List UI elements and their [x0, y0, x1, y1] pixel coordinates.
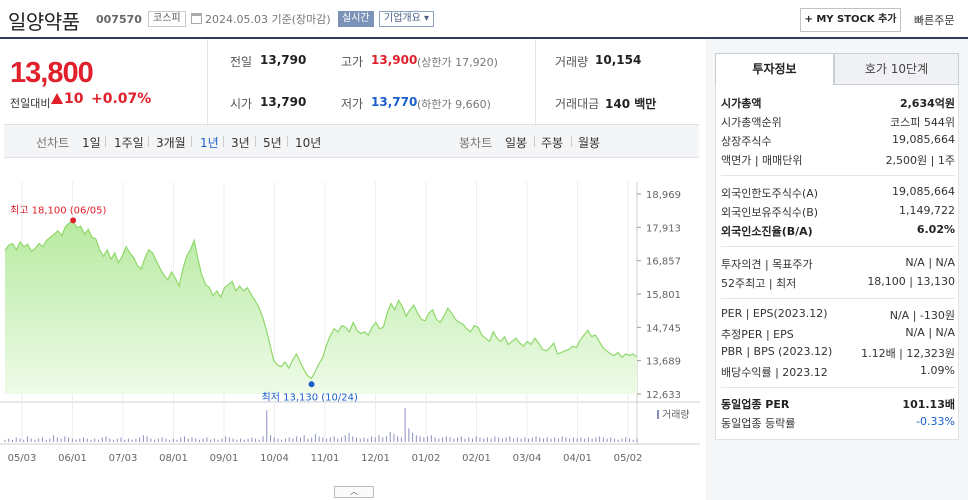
open-value: 13,790	[260, 95, 307, 109]
open-label: 시가	[230, 97, 253, 111]
chart-collapse-button[interactable]: ︿	[334, 486, 374, 498]
info-row: 상장주식수 19,085,664	[721, 133, 955, 148]
candle-chart-label: 봉차트	[459, 136, 493, 150]
tab-1d[interactable]: 1일	[82, 136, 101, 150]
info-row: 외국인한도주식수(A) 19,085,664	[721, 185, 955, 200]
header-divider	[0, 37, 968, 39]
x-tick-label: 02/01	[462, 453, 491, 464]
line-chart-label: 선차트	[36, 136, 70, 150]
x-tick-label: 04/01	[563, 453, 592, 464]
volume-label: 거래량	[662, 409, 690, 421]
info-row: 외국인보유주식수(B) 1,149,722	[721, 204, 955, 219]
change-label: 전일대비	[10, 97, 51, 110]
price-summary: 13,800 전일대비 10 +0.07% 전일 13,790 시가 13,79…	[0, 39, 700, 124]
add-mystock-button[interactable]: + MY STOCK 추가	[800, 8, 901, 32]
price-line	[4, 220, 638, 380]
price-chart[interactable]: 18,969 17,913 16,857 15,801 14,745 13,689 12,6…	[0, 182, 700, 486]
info-row: 액면가 | 매매단위 2,500원 | 1주	[721, 154, 955, 167]
y-tick-label: 17,913	[646, 223, 681, 234]
prev-label: 전일	[230, 55, 253, 69]
y-tick-label: 18,969	[646, 190, 681, 201]
tab-1y[interactable]: 1년	[200, 136, 219, 150]
tab-5y[interactable]: 5년	[263, 136, 282, 150]
low-label: 저가	[341, 97, 364, 111]
chart-period-tabs: 선차트 1일 1주일 3개월 1년 3년 5년 10년 봉차트 일봉 주봉 월봉	[4, 124, 699, 158]
price-area	[5, 221, 637, 394]
amount-value: 140 백만	[605, 97, 657, 111]
info-row: 배당수익률 | 2023.12 1.09%	[721, 364, 955, 379]
info-row: 외국인소진율(B/A) 6.02%	[721, 223, 955, 238]
tab-monthly[interactable]: 월봉	[578, 136, 601, 150]
x-tick-label: 09/01	[210, 453, 239, 464]
tab-3y[interactable]: 3년	[231, 136, 250, 150]
tab-3m[interactable]: 3개월	[156, 136, 186, 150]
y-tick-label: 16,857	[646, 257, 681, 268]
lower-limit: (하한가 9,660)	[417, 98, 491, 111]
x-tick-label: 07/03	[109, 453, 138, 464]
live-badge[interactable]: 실시간	[338, 11, 374, 27]
upper-limit: (상한가 17,920)	[417, 56, 498, 69]
x-tick-label: 12/01	[361, 453, 390, 464]
high-marker	[70, 217, 77, 224]
info-row: PER | EPS(2023.12) N/A | -130원	[721, 307, 955, 322]
x-tick-label: 10/04	[260, 453, 289, 464]
tab-order-book[interactable]: 호가 10단계	[834, 53, 959, 85]
tab-daily[interactable]: 일봉	[505, 136, 528, 150]
quick-order-button[interactable]: 빠른주문	[914, 14, 955, 27]
x-tick-label: 08/01	[159, 453, 188, 464]
up-arrow-icon	[51, 93, 63, 104]
calendar-icon	[191, 13, 202, 24]
stock-code: 007570	[96, 13, 142, 26]
tab-1w[interactable]: 1주일	[114, 136, 144, 150]
low-label: 최저 13,130 (10/24)	[262, 391, 358, 403]
company-overview-button[interactable]: 기업개요 ▾	[379, 11, 434, 27]
change-value: 10	[64, 91, 84, 107]
change-percent: +0.07%	[91, 91, 152, 107]
date-text: 2024.05.03 기준(장마감)	[205, 13, 331, 26]
divider	[535, 39, 536, 124]
prev-value: 13,790	[260, 53, 307, 67]
high-label: 고가	[341, 55, 364, 69]
info-row: PBR | BPS (2023.12) 1.12배 | 12,323원	[721, 345, 955, 360]
info-row: 추정PER | EPS N/A | N/A	[721, 326, 955, 341]
y-tick-label: 13,689	[646, 357, 681, 368]
volume-value: 10,154	[595, 53, 642, 67]
info-row[interactable]: 동일업종 등락률 -0.33%	[721, 415, 955, 430]
current-price: 13,800	[10, 57, 94, 89]
x-tick-label: 01/02	[412, 453, 441, 464]
high-value: 13,900	[371, 53, 418, 67]
info-row: 시가총액순위 코스피 544위	[721, 116, 955, 129]
low-value: 13,770	[371, 95, 418, 109]
stock-name: 일양약품	[8, 10, 80, 34]
info-table: 시가총액 2,634억원 시가총액순위 코스피 544위 상장주식수 19,085,6…	[715, 85, 959, 440]
info-row: 시가총액 2,634억원	[721, 97, 955, 110]
market-badge: 코스피	[148, 11, 186, 27]
x-tick-label: 11/01	[311, 453, 340, 464]
info-row: 투자의견 | 목표주가 N/A | N/A	[721, 256, 955, 271]
volume-label: 거래량	[555, 55, 589, 69]
y-tick-label: 15,801	[646, 290, 681, 301]
y-tick-label: 12,633	[646, 390, 681, 401]
x-tick-label: 03/04	[513, 453, 542, 464]
x-tick-label: 06/01	[58, 453, 87, 464]
stock-header: 일양약품 007570 코스피 2024.05.03 기준(장마감) 실시간 기…	[0, 0, 968, 38]
tab-10y[interactable]: 10년	[295, 136, 322, 150]
tab-investment-info[interactable]: 투자정보	[715, 53, 834, 85]
high-label: 최고 18,100 (06/05)	[10, 204, 106, 216]
x-tick-label: 05/02	[614, 453, 643, 464]
low-marker	[308, 381, 315, 388]
info-row: 52주최고 | 최저 18,100 | 13,130	[721, 275, 955, 290]
info-row[interactable]: 동일업종 PER 101.13배	[721, 398, 955, 411]
amount-label: 거래대금	[555, 97, 600, 111]
investment-info-panel: 투자정보 호가 10단계 시가총액 2,634억원 시가총액순위 코스피 544위 …	[706, 39, 968, 500]
divider	[207, 39, 208, 124]
x-tick-label: 05/03	[8, 453, 37, 464]
tab-weekly[interactable]: 주봉	[541, 136, 564, 150]
y-tick-label: 14,745	[646, 323, 681, 334]
